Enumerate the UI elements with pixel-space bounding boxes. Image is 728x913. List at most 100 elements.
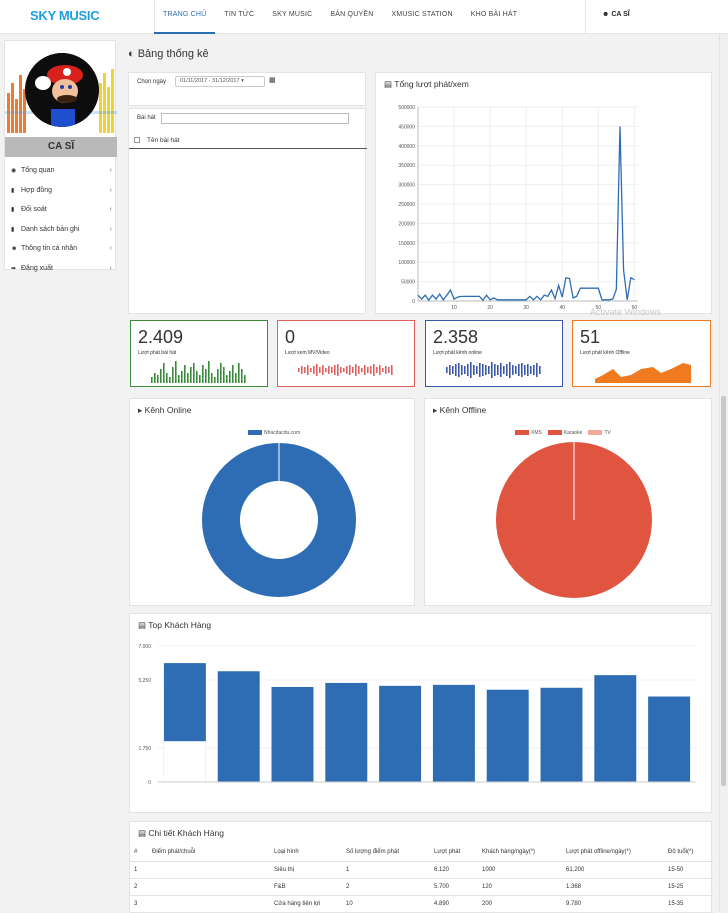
- avatar: [25, 53, 99, 127]
- legend-swatch: [547, 430, 562, 436]
- table-cell: 61.200: [562, 861, 664, 879]
- volume-icon: ▸: [433, 405, 438, 415]
- scrollbar-thumb[interactable]: [721, 396, 726, 786]
- spark-bar: [391, 365, 393, 375]
- sidebar-item-hop-dong[interactable]: ▮ Hợp đồng ‹: [5, 181, 117, 201]
- spark-bar: [385, 366, 387, 374]
- spark-bar: [205, 369, 207, 383]
- donut-chart: [202, 443, 356, 597]
- sidebar-item-dang-xuat[interactable]: ➥ Đăng xuất ‹: [5, 259, 117, 279]
- calendar-icon[interactable]: ▦: [269, 77, 276, 84]
- nav-kho-bai-hat[interactable]: KHO BÀI HÁT: [470, 11, 518, 18]
- sparkline-bars: [151, 361, 246, 383]
- col-header: Lượt phát offline/ngày(*): [562, 844, 664, 862]
- stat-label: Lượt phát kênh Offline: [580, 350, 630, 356]
- table-cell: 15-25: [664, 878, 713, 896]
- x-tick-label: 40: [559, 305, 565, 311]
- bar: [540, 687, 583, 782]
- select-all-checkbox[interactable]: [134, 137, 140, 143]
- spark-bar: [160, 369, 162, 383]
- spark-bar: [178, 375, 180, 383]
- sparkline-area: [595, 363, 691, 383]
- sidebar-item-doi-soat[interactable]: ▮ Đối soát ‹: [5, 200, 117, 220]
- sidebar-item-danh-sach-ban-ghi[interactable]: ▮ Danh sách bản ghi ‹: [5, 220, 117, 240]
- spark-bar: [337, 364, 339, 376]
- y-tick-label: 150000: [398, 241, 415, 247]
- table-cell: 200: [478, 895, 562, 913]
- spark-bar: [376, 367, 378, 373]
- spark-bar: [470, 362, 472, 378]
- spark-bar: [452, 366, 454, 374]
- spark-bar: [500, 363, 502, 377]
- page-title-text: Bảng thống kê: [137, 48, 209, 60]
- spark-bar: [214, 377, 216, 383]
- pie-chart: [496, 442, 652, 598]
- divider: [154, 0, 155, 34]
- spark-bar: [331, 367, 333, 373]
- spark-bar: [506, 364, 508, 376]
- table-cell: 2: [342, 878, 430, 896]
- spark-bar: [533, 365, 535, 375]
- spark-bar: [310, 368, 312, 372]
- user-menu[interactable]: ☻ CA SĨ: [602, 11, 630, 18]
- stat-value: 51: [580, 327, 601, 347]
- spark-bar: [352, 367, 354, 373]
- dashboard-icon: ◐: [128, 48, 135, 60]
- user-icon: ☻: [602, 11, 610, 18]
- table-cell: 1: [130, 861, 148, 879]
- table-cell: 10: [342, 895, 430, 913]
- table-row[interactable]: 1 Siêu thị 1 6.120 1000 61.200 15-50: [130, 861, 713, 879]
- nav-ban-quyen[interactable]: BẢN QUYỀN: [330, 11, 374, 18]
- spark-bar: [491, 362, 493, 378]
- spark-bar: [461, 365, 463, 375]
- col-header: Độ tuổi(*): [664, 844, 713, 862]
- song-label: Bài hát: [137, 115, 156, 121]
- spark-bar: [458, 363, 460, 377]
- x-tick-label: 30: [523, 305, 529, 311]
- legend-label: TV: [604, 430, 611, 436]
- sidebar-item-thong-tin-ca-nhan[interactable]: ☻ Thông tin cá nhân ‹: [5, 239, 117, 259]
- sidebar-item-tong-quan[interactable]: ◉ Tổng quan ‹: [5, 161, 117, 181]
- logo[interactable]: SKY MUSIC: [30, 8, 100, 23]
- nav-trang-chu[interactable]: TRANG CHỦ: [154, 0, 216, 34]
- date-filter-panel: Chọn ngày 01/11/2017 - 31/12/2017 ▾ ▦: [128, 72, 366, 106]
- table-row[interactable]: 3 Cửa hàng tiện lợi 10 4.890 200 9.780 15-35: [130, 895, 713, 913]
- col-header: Lượt phát: [430, 844, 478, 862]
- spark-bar: [334, 365, 336, 375]
- total-plays-panel: ▤ Tổng lượt phát/xem 0 50000 100000 150000 2…: [375, 72, 712, 314]
- sidebar-item-label: Đối soát: [21, 206, 47, 214]
- y-tick-label: 5.250: [138, 678, 151, 684]
- col-header: #: [130, 844, 148, 862]
- spark-bar: [512, 365, 514, 375]
- spark-bar: [181, 371, 183, 383]
- col-header: Khách hàng/ngày(*): [478, 844, 562, 862]
- spark-bar: [482, 364, 484, 376]
- table-cell: 15-50: [664, 861, 713, 879]
- logout-icon: ➥: [11, 265, 17, 272]
- y-tick-label: 400000: [398, 144, 415, 150]
- spark-bar: [313, 366, 315, 374]
- stat-value: 2.358: [433, 327, 479, 347]
- sidebar: CA SĨ ◉ Tổng quan ‹ ▮ Hợp đồng ‹ ▮ Đối soát ‹ …: [4, 40, 117, 272]
- nav-sky-music[interactable]: SKY MUSIC: [272, 11, 313, 18]
- user-role: CA SĨ: [611, 11, 630, 18]
- sidebar-item-label: Danh sách bản ghi: [21, 225, 80, 233]
- table-cell: 1: [342, 861, 430, 879]
- bar: [271, 686, 314, 782]
- nav-tin-tuc[interactable]: TIN TỨC: [224, 11, 255, 18]
- table-row[interactable]: 2 F&B 2 5.700 120 1.368 15-25: [130, 878, 713, 896]
- spark-bar: [382, 368, 384, 372]
- stat-label: Lượt phát kênh online: [433, 350, 482, 356]
- spark-bar: [325, 368, 327, 372]
- y-tick-label: 1.750: [138, 746, 151, 752]
- spark-bar: [494, 364, 496, 376]
- spark-bar: [455, 364, 457, 376]
- song-search-input[interactable]: [161, 113, 349, 124]
- nav-xmusic-station[interactable]: XMUSIC STATION: [391, 11, 453, 18]
- spark-bar: [217, 369, 219, 383]
- y-tick-label: 7.000: [138, 644, 151, 650]
- date-range-select[interactable]: 01/11/2017 - 31/12/2017 ▾: [175, 76, 265, 87]
- spark-bar: [316, 364, 318, 376]
- spark-bar: [479, 363, 481, 377]
- spark-bar: [364, 365, 366, 375]
